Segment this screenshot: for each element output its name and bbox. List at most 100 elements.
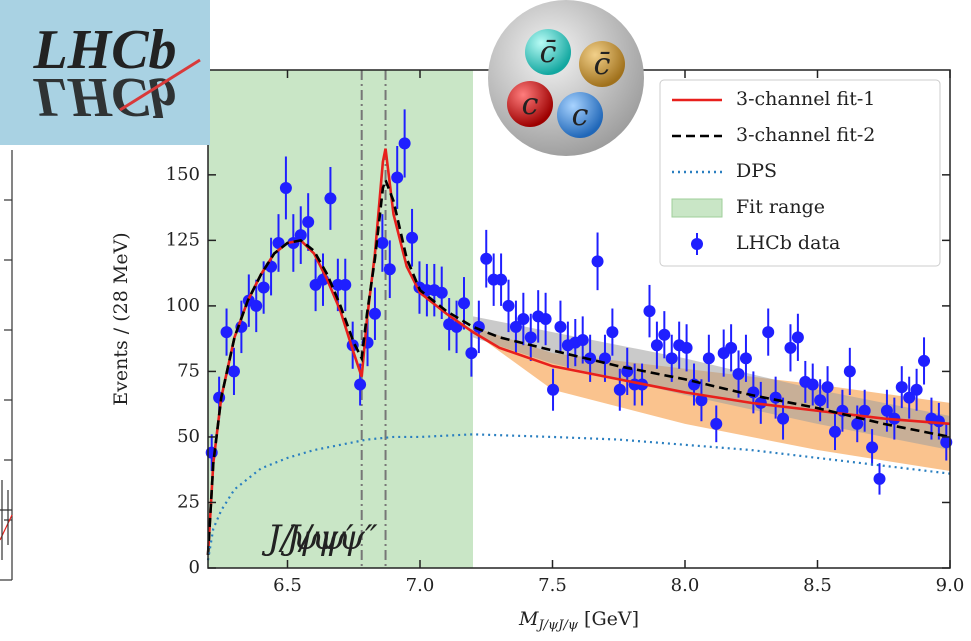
data-point xyxy=(858,404,871,417)
data-point xyxy=(368,307,381,320)
data-point xyxy=(480,252,493,265)
legend-label: 3-channel fit-2 xyxy=(736,124,875,146)
data-point xyxy=(472,320,485,333)
y-tick-label: 150 xyxy=(166,164,200,185)
data-point xyxy=(272,236,285,249)
data-point xyxy=(457,297,470,310)
data-point xyxy=(650,339,663,352)
legend: 3-channel fit-1 3-channel fit-2 DPS Fit ran… xyxy=(659,79,941,267)
x-tick-label: 8.5 xyxy=(803,575,832,596)
data-point xyxy=(814,394,827,407)
uncertainty-band xyxy=(473,316,950,451)
data-point xyxy=(591,255,604,268)
legend-label: Fit range xyxy=(736,196,825,218)
legend-swatch xyxy=(691,238,703,250)
tetraquark-icon: c̄ c̄ c c xyxy=(488,0,644,156)
y-tick-label: 100 xyxy=(166,295,200,316)
x-tick-label: 9.0 xyxy=(936,575,965,596)
data-point xyxy=(465,347,478,360)
data-point xyxy=(220,326,233,339)
data-point xyxy=(502,299,515,312)
quark-label: c̄ xyxy=(594,47,611,82)
y-tick-label: 125 xyxy=(166,229,200,250)
data-point xyxy=(294,229,307,242)
data-point xyxy=(517,313,530,325)
data-point xyxy=(406,231,419,244)
quark-label: c xyxy=(522,87,539,122)
data-point xyxy=(680,341,693,354)
fit-curve xyxy=(206,176,951,555)
data-point xyxy=(903,391,916,404)
data-point xyxy=(784,341,797,354)
data-point xyxy=(910,383,923,396)
data-point xyxy=(843,365,856,378)
data-point xyxy=(606,326,619,339)
y-axis-label: Events / (28 MeV) xyxy=(110,232,132,405)
cropped-plot xyxy=(0,150,13,581)
data-point xyxy=(702,352,715,365)
y-tick-label: 25 xyxy=(177,491,200,512)
data-point xyxy=(895,381,908,394)
data-point xyxy=(866,441,879,454)
x-tick-label: 6.5 xyxy=(273,575,302,596)
data-point xyxy=(398,137,411,150)
data-point xyxy=(851,417,864,430)
data-point xyxy=(777,412,790,425)
logo-reflection: LHCb xyxy=(32,66,176,128)
x-tick-label: 7.5 xyxy=(538,575,567,596)
fit-curve xyxy=(206,433,951,561)
quark-label: c xyxy=(572,98,589,133)
quark-label: c̄ xyxy=(540,35,557,70)
data-point xyxy=(250,299,263,312)
logo-text: LHCb xyxy=(32,19,176,81)
data-point xyxy=(828,425,841,438)
data-point xyxy=(806,378,819,391)
data-point xyxy=(539,313,552,325)
data-point xyxy=(495,273,508,286)
data-point xyxy=(932,415,945,428)
data-point xyxy=(339,278,352,291)
data-point xyxy=(391,171,404,184)
data-point xyxy=(383,263,396,276)
data-point xyxy=(302,216,315,229)
data-point xyxy=(873,472,886,485)
data-point xyxy=(821,381,834,394)
x-axis-label: MJ/ψJ/ψ [GeV] xyxy=(518,608,639,633)
data-point xyxy=(613,383,626,396)
data-point xyxy=(324,192,337,205)
x-tick-label: 8.0 xyxy=(671,575,700,596)
data-point xyxy=(880,404,893,417)
y-tick-label: 50 xyxy=(177,426,200,447)
data-point xyxy=(376,236,389,249)
legend-label: DPS xyxy=(736,160,777,182)
threshold-label: J/ψψ″ xyxy=(280,518,377,558)
x-axis-label-sub: J/ψJ/ψ xyxy=(535,618,578,633)
data-point xyxy=(710,417,723,430)
data-point xyxy=(918,354,931,367)
fit-range xyxy=(208,70,473,568)
logo: LHCb LHCb xyxy=(0,0,210,145)
legend-label: 3-channel fit-1 xyxy=(736,88,875,110)
legend-box xyxy=(659,79,941,267)
y-tick-label: 75 xyxy=(177,360,200,381)
data-point xyxy=(665,352,678,365)
data-point xyxy=(354,378,367,391)
legend-label: LHCb data xyxy=(736,232,840,254)
data-point xyxy=(739,352,752,365)
data-point xyxy=(279,181,292,194)
data-point xyxy=(576,333,589,346)
x-axis-label-main: M xyxy=(518,608,539,630)
data-point xyxy=(509,320,522,333)
data-point xyxy=(732,368,745,381)
y-tick-label: 0 xyxy=(189,557,200,578)
legend-swatch xyxy=(671,198,723,218)
data-point xyxy=(725,341,738,354)
data-point xyxy=(791,331,804,344)
data-point xyxy=(524,331,537,344)
data-point xyxy=(257,281,270,294)
data-point xyxy=(695,394,708,407)
data-point xyxy=(643,305,656,318)
data-point xyxy=(762,326,775,339)
data-point xyxy=(658,328,671,341)
